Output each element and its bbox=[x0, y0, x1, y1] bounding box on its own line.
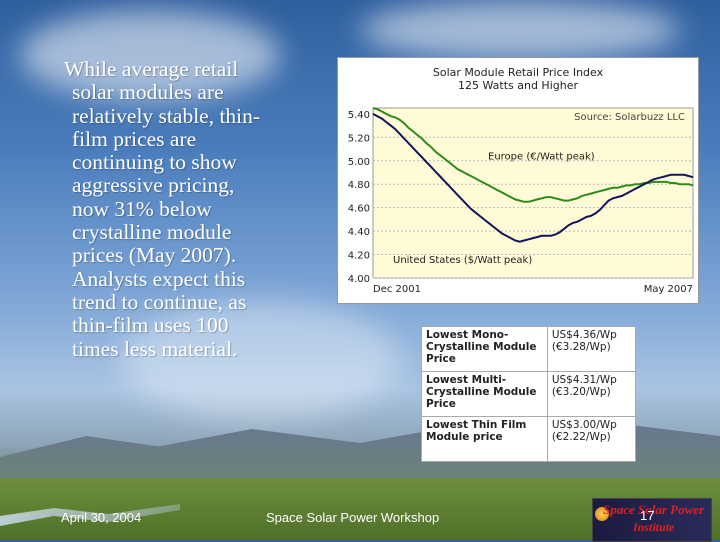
series-label: United States ($/Watt peak) bbox=[393, 255, 532, 266]
chart-title: Solar Module Retail Price Index bbox=[432, 66, 604, 79]
price-value: US$4.31/Wp (€3.20/Wp) bbox=[546, 371, 637, 417]
body-line: film prices are bbox=[72, 126, 197, 151]
cloud bbox=[120, 300, 400, 420]
price-index-chart: Solar Module Retail Price Index 125 Watt… bbox=[337, 57, 699, 304]
y-tick-label: 5.00 bbox=[348, 157, 370, 168]
x-start-label: Dec 2001 bbox=[373, 284, 421, 295]
y-tick-label: 4.40 bbox=[348, 227, 370, 238]
body-line: solar modules are bbox=[72, 80, 224, 105]
logo-text-2: Institute bbox=[633, 520, 675, 534]
body-line: prices (May 2007). bbox=[72, 243, 237, 268]
body-line: continuing to show bbox=[72, 150, 237, 175]
body-line: aggressive pricing, bbox=[72, 173, 235, 198]
table-row: Lowest Thin Film Module price US$3.00/Wp(… bbox=[421, 416, 637, 462]
x-end-label: May 2007 bbox=[644, 284, 693, 295]
plot-area bbox=[372, 107, 694, 279]
series-label: Europe (€/Watt peak) bbox=[488, 152, 595, 163]
y-tick-label: 4.20 bbox=[348, 251, 370, 262]
y-tick-label: 4.00 bbox=[348, 274, 370, 285]
page-number: 17 bbox=[640, 508, 655, 523]
institute-logo: Space Solar Power Institute bbox=[592, 498, 712, 542]
table-row: Lowest Mono-Crystalline Module Price US$4… bbox=[421, 326, 637, 372]
table-row: Lowest Multi-Crystalline Module Price US$… bbox=[421, 371, 637, 417]
footer-date: April 30, 2004 bbox=[61, 510, 142, 525]
price-eur: (€3.28/Wp) bbox=[551, 341, 611, 353]
y-tick-label: 5.20 bbox=[348, 133, 370, 144]
chart-source: Source: Solarbuzz LLC bbox=[574, 112, 685, 123]
chart-subtitle: 125 Watts and Higher bbox=[457, 79, 579, 92]
body-line: Analysts expect this bbox=[72, 266, 246, 291]
body-line: thin-film uses 100 bbox=[72, 313, 229, 338]
sun-icon bbox=[595, 507, 609, 521]
price-usd: US$4.36/Wp bbox=[551, 329, 617, 341]
price-eur: (€3.20/Wp) bbox=[551, 386, 611, 398]
chart-title-block: Solar Module Retail Price Index 125 Watt… bbox=[338, 66, 698, 92]
price-label: Lowest Thin Film Module price bbox=[421, 416, 548, 462]
y-tick-label: 5.40 bbox=[348, 110, 370, 121]
price-usd: US$4.31/Wp bbox=[551, 374, 617, 386]
logo-text-1: Space Solar Power bbox=[603, 502, 705, 517]
price-value: US$4.36/Wp (€3.28/Wp) bbox=[546, 326, 637, 372]
footer-title: Space Solar Power Workshop bbox=[266, 510, 440, 525]
series-line bbox=[372, 107, 694, 203]
body-line: trend to continue, as bbox=[72, 289, 247, 314]
body-line: times less material. bbox=[72, 336, 238, 361]
body-line: While average retail bbox=[64, 57, 239, 81]
price-value: US$3.00/Wp (€2.22/Wp) bbox=[546, 416, 637, 462]
y-tick-label: 4.60 bbox=[348, 204, 370, 215]
series-line bbox=[372, 113, 694, 243]
y-tick-label: 4.80 bbox=[348, 180, 370, 191]
cloud bbox=[360, 0, 680, 60]
body-line: crystalline module bbox=[72, 220, 232, 245]
cloud bbox=[20, 10, 280, 100]
slide-body-text: While average retail solar modules are rel… bbox=[60, 57, 300, 361]
price-usd: US$3.00/Wp bbox=[551, 419, 617, 431]
lowest-price-table: Lowest Mono-Crystalline Module Price US$4… bbox=[421, 326, 637, 462]
price-label: Lowest Multi-Crystalline Module Price bbox=[421, 371, 548, 417]
price-eur: (€2.22/Wp) bbox=[551, 431, 611, 443]
price-label: Lowest Mono-Crystalline Module Price bbox=[421, 326, 548, 372]
body-line: relatively stable, thin- bbox=[72, 103, 261, 128]
body-line: now 31% below bbox=[72, 196, 212, 221]
